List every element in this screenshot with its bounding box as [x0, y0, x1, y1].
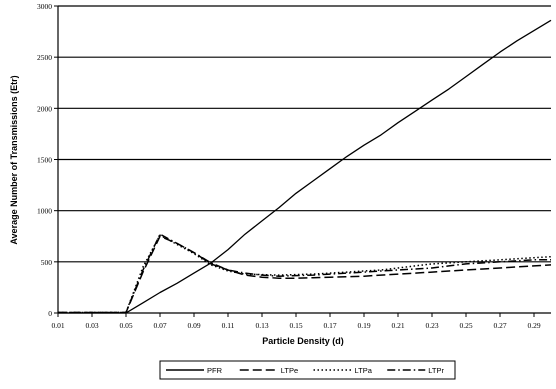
series-line-ltpa — [58, 235, 551, 312]
legend: PFR LTPe LTPa LTPr — [160, 361, 455, 379]
series-line-ltpe — [58, 236, 551, 312]
x-tick-label: 0.29 — [527, 321, 540, 330]
y-tick-label: 3000 — [37, 2, 52, 11]
gridlines — [58, 6, 551, 262]
x-tick-label: 0.01 — [51, 321, 64, 330]
x-tick-label: 0.21 — [391, 321, 404, 330]
y-tick-label: 1500 — [37, 156, 52, 165]
legend-label-ltpr: LTPr — [428, 366, 444, 375]
legend-label-pfr: PFR — [207, 366, 223, 375]
axes — [54, 6, 551, 317]
x-tick-label: 0.11 — [222, 321, 235, 330]
x-tick-label: 0.07 — [153, 321, 166, 330]
series-line-ltpr — [58, 234, 551, 312]
x-tick-label: 0.13 — [255, 321, 268, 330]
legend-label-ltpe: LTPe — [281, 366, 298, 375]
x-tick-label: 0.27 — [493, 321, 506, 330]
x-tick-label: 0.03 — [85, 321, 98, 330]
x-tick-label: 0.19 — [357, 321, 370, 330]
x-tick-label: 0.17 — [323, 321, 336, 330]
x-axis-title: Particle Density (d) — [262, 336, 344, 346]
x-tick-label: 0.05 — [119, 321, 132, 330]
y-tick-label: 2000 — [37, 104, 52, 113]
y-axis-title: Average Number of Transmissions (Etr) — [9, 75, 19, 244]
x-tick-label: 0.25 — [459, 321, 472, 330]
y-tick-label: 0 — [48, 309, 52, 318]
series-line-pfr — [58, 20, 551, 313]
y-tick-label: 2500 — [37, 53, 52, 62]
x-tick-labels: 0.01 0.03 0.05 0.07 0.09 0.11 0.13 0.15 0.17 0.19… — [51, 321, 540, 330]
x-tick-label: 0.23 — [425, 321, 438, 330]
series-group — [58, 20, 551, 313]
y-tick-label: 500 — [41, 258, 53, 267]
x-tick-label: 0.09 — [187, 321, 200, 330]
y-tick-labels: 0 500 1000 1500 2000 2500 3000 — [37, 2, 52, 318]
legend-label-ltpa: LTPa — [355, 366, 373, 375]
y-tick-label: 1000 — [37, 207, 52, 216]
x-tick-label: 0.15 — [289, 321, 302, 330]
